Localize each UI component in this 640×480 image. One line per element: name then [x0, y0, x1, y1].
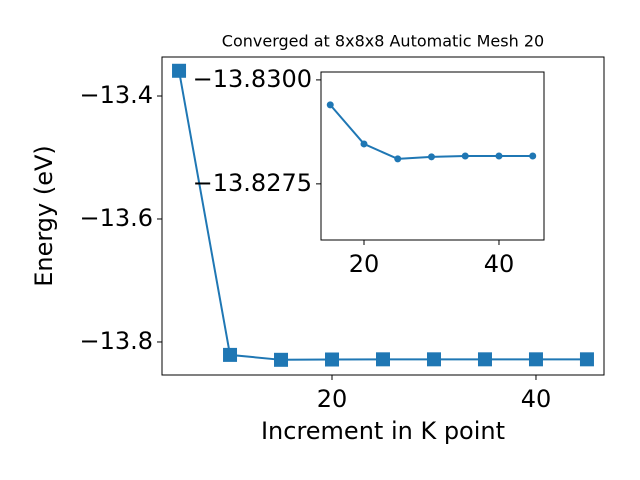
marker — [360, 140, 368, 148]
marker — [325, 352, 340, 367]
axes-frame — [161, 56, 605, 376]
marker — [172, 63, 187, 78]
marker — [579, 352, 594, 367]
x-tick-label: 40 — [521, 385, 552, 413]
axes-frame — [320, 71, 545, 241]
marker — [326, 101, 334, 109]
marker — [394, 155, 402, 163]
marker — [427, 153, 435, 161]
y-tick-label: −13.8300 — [193, 65, 312, 93]
y-tick-label: −13.4 — [79, 81, 153, 109]
y-tick-label: −13.8275 — [193, 169, 312, 197]
y-tick-label: −13.8 — [79, 327, 153, 355]
x-tick-label: 40 — [484, 250, 515, 278]
marker — [274, 352, 289, 367]
marker — [529, 152, 537, 160]
marker — [461, 152, 469, 160]
chart-title: Converged at 8x8x8 Automatic Mesh 20 — [222, 32, 544, 51]
y-axis-label: Energy (eV) — [30, 145, 58, 287]
marker — [376, 352, 390, 367]
marker — [528, 352, 543, 367]
marker — [426, 352, 441, 367]
marker — [495, 152, 503, 160]
marker — [223, 347, 238, 362]
x-tick-label: 20 — [349, 250, 380, 278]
x-axis-label: Increment in K point — [261, 417, 505, 445]
marker — [477, 352, 492, 367]
x-tick-label: 20 — [317, 385, 348, 413]
y-tick-label: −13.6 — [79, 204, 153, 232]
